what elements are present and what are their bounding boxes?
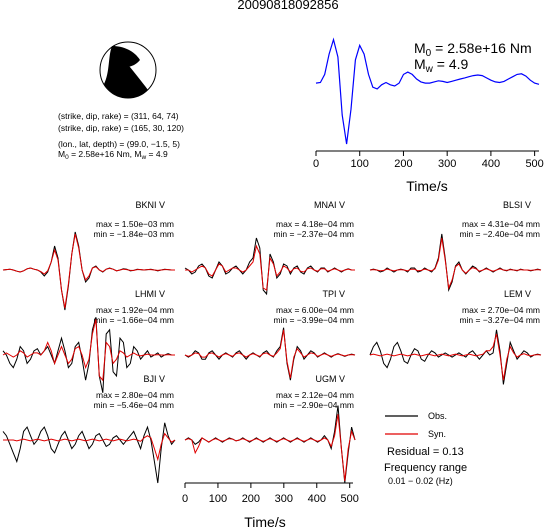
waveform-max-label: max = 1.50e−03 mm [96, 219, 174, 229]
synthetic-waveform-line [184, 329, 356, 379]
stf-m0-symbol: M [414, 40, 426, 56]
station-name-label: BLSI V [503, 200, 531, 210]
waveform-max-label: max = 2.80e−04 mm [96, 390, 174, 400]
waveform-min-label: min = −1.66e−04 mm [93, 315, 174, 325]
bottom-tick-label: 300 [275, 493, 293, 505]
legend: Obs. Syn. Residual = 0.13 Frequency rang… [384, 411, 467, 486]
bottom-tick-label: 0 [182, 493, 188, 505]
bottom-time-axis: 0 100 200 300 400 500 Time/s [182, 482, 359, 530]
stf-tick-label: 300 [438, 158, 456, 170]
waveform-max-label: max = 2.70e−04 mm [462, 305, 540, 315]
synthetic-waveform-line [369, 237, 542, 290]
waveform-min-label: min = −2.37e−04 mm [273, 229, 354, 239]
synthetic-waveform-line [3, 432, 176, 462]
bottom-tick-label: 200 [242, 493, 260, 505]
stf-mw-subscript: w [425, 64, 434, 75]
mechanism-line2: (strike, dip, rake) = (165, 30, 120) [58, 123, 184, 133]
mechanism-line1: (strike, dip, rake) = (311, 64, 74) [58, 111, 179, 121]
observed-waveform-line [2, 422, 176, 484]
synthetic-waveform-line [184, 414, 356, 481]
mw-subscript: w [140, 154, 146, 161]
station-name-label: TPI V [322, 289, 345, 299]
bottom-x-ticks: 0 100 200 300 400 500 [182, 483, 359, 505]
waveform-max-label: max = 4.18e−04 mm [276, 219, 354, 229]
observed-waveform-line [2, 317, 175, 393]
waveform-max-label: max = 1.92e−04 mm [96, 305, 174, 315]
m0-value: = 2.58e+16 Nm, M [69, 149, 142, 159]
bottom-tick-label: 400 [308, 493, 326, 505]
observed-waveform-line [184, 237, 355, 296]
legend-obs-label: Obs. [428, 411, 447, 421]
stf-x-ticks: 0 100 200 300 400 500 [313, 151, 544, 170]
station-name-label: UGM V [315, 374, 345, 384]
waveform-min-label: min = −5.46e−04 mm [93, 400, 174, 410]
observed-waveform-line [369, 329, 542, 385]
station-name-label: BKNI V [135, 200, 165, 210]
legend-syn-label: Syn. [428, 429, 446, 439]
stf-tick-label: 100 [351, 158, 369, 170]
station-name-label: BJI V [143, 374, 165, 384]
stf-m0-value: = 2.58e+16 Nm [431, 40, 531, 56]
waveform-min-label: min = −3.99e−04 mm [273, 315, 354, 325]
synthetic-waveform-line [2, 319, 175, 382]
stf-tick-label: 400 [482, 158, 500, 170]
event-id-title: 20090818092856 [237, 0, 338, 12]
m0-subscript: 0 [65, 154, 69, 161]
waveform-max-label: max = 6.00e−04 mm [276, 305, 354, 315]
waveform-min-label: min = −2.40e−04 mm [459, 229, 540, 239]
synthetic-waveform-line [2, 233, 175, 309]
waveform-max-label: max = 2.12e−04 mm [276, 390, 354, 400]
frequency-range-title: Frequency range [384, 462, 467, 474]
observed-waveform-line [369, 233, 542, 292]
stf-tick-label: 200 [394, 158, 412, 170]
stf-panel: 0 100 200 300 400 500 M0 = 2.58e+16 Nm Mw = 4… [313, 37, 544, 194]
bottom-tick-label: 100 [209, 493, 227, 505]
waveform-max-label: max = 4.31e−04 mm [462, 219, 540, 229]
stf-tick-label: 500 [525, 158, 543, 170]
station-name-label: MNAI V [314, 200, 345, 210]
mechanism-line3: (lon., lat, depth) = (99.0, −1.5, 5) [58, 139, 180, 149]
m0-symbol: M [58, 149, 65, 159]
stf-x-axis-label: Time/s [406, 178, 447, 194]
stf-mw-symbol: M [414, 56, 426, 72]
stf-mw-value: = 4.9 [433, 56, 469, 72]
mw-value: = 4.9 [146, 149, 168, 159]
focal-mechanism-beachball [99, 41, 157, 99]
stf-tick-label: 0 [313, 158, 319, 170]
bottom-x-axis-label: Time/s [244, 514, 285, 530]
mechanism-info: (strike, dip, rake) = (311, 64, 74) (str… [58, 111, 184, 161]
waveform-min-label: min = −1.84e−03 mm [93, 229, 174, 239]
waveform-min-label: min = −2.90e−04 mm [273, 400, 354, 410]
stf-magnitude-label: Mw = 4.9 [414, 56, 469, 75]
stf-series-line [315, 37, 540, 145]
mechanism-moment-line: M0 = 2.58e+16 Nm, Mw = 4.9 [58, 149, 168, 161]
waveform-min-label: min = −3.27e−04 mm [459, 315, 540, 325]
station-name-label: LEM V [504, 289, 531, 299]
bottom-tick-label: 500 [341, 493, 359, 505]
residual-text: Residual = 0.13 [387, 446, 464, 458]
synthetic-waveform-line [369, 333, 542, 381]
frequency-range-value: 0.01 − 0.02 (Hz) [388, 476, 453, 486]
stf-m0-subscript: 0 [426, 48, 432, 59]
observed-waveform-line [184, 405, 356, 484]
observed-waveform-line [184, 327, 356, 381]
station-name-label: LHMI V [135, 289, 165, 299]
synthetic-waveform-line [185, 244, 355, 291]
stf-moment-label: M0 = 2.58e+16 Nm [414, 40, 532, 59]
